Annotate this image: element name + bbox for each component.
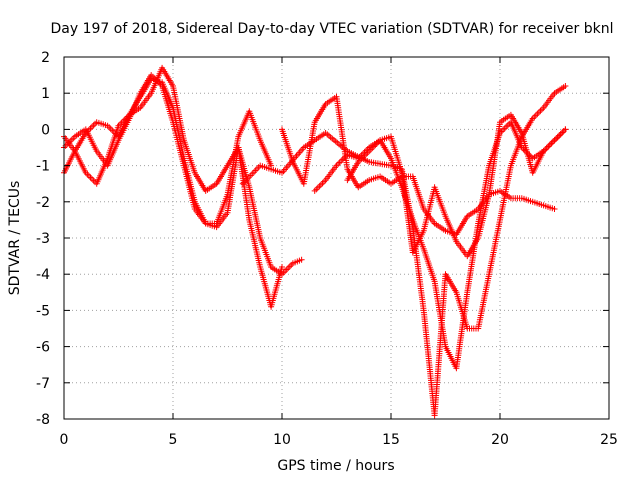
plus-markers xyxy=(61,64,305,278)
x-tick-label: 25 xyxy=(600,432,618,448)
grid-lines xyxy=(64,57,609,419)
series-track-7 xyxy=(344,111,569,260)
series-track-4 xyxy=(239,82,569,419)
x-tick-label: 20 xyxy=(491,432,509,448)
x-tick-label: 15 xyxy=(382,432,400,448)
plus-markers xyxy=(61,75,275,227)
x-axis-label: GPS time / hours xyxy=(277,458,394,474)
y-tick-label: 2 xyxy=(41,50,50,66)
plus-markers xyxy=(239,82,569,419)
y-tick-label: -7 xyxy=(36,376,50,392)
plus-markers xyxy=(344,111,569,260)
y-tick-label: -2 xyxy=(36,195,50,211)
y-tick-label: -6 xyxy=(36,340,50,356)
x-tick-label: 10 xyxy=(273,432,291,448)
y-tick-label: -1 xyxy=(36,159,50,175)
series-track-5 xyxy=(279,93,558,238)
y-tick-label: 1 xyxy=(41,86,50,102)
x-tick-label: 5 xyxy=(169,432,178,448)
axis-ticks: 0 5 10 15 20 25 -8 -7 -6 -5 -4 -3 -2 -1 0 1 2 xyxy=(36,50,618,448)
y-tick-label: -8 xyxy=(36,412,50,428)
series-track-3 xyxy=(61,75,275,227)
y-axis-label: SDTVAR / TECUs xyxy=(7,181,23,296)
y-tick-label: -5 xyxy=(36,303,50,319)
data-points xyxy=(61,64,569,419)
series-track-1 xyxy=(61,64,305,278)
x-tick-label: 0 xyxy=(60,432,69,448)
plus-markers xyxy=(279,93,558,238)
y-tick-label: -3 xyxy=(36,231,50,247)
y-tick-label: -4 xyxy=(36,267,50,283)
chart-title: Day 197 of 2018, Sidereal Day-to-day VTE… xyxy=(51,21,614,37)
y-tick-label: 0 xyxy=(41,122,50,138)
